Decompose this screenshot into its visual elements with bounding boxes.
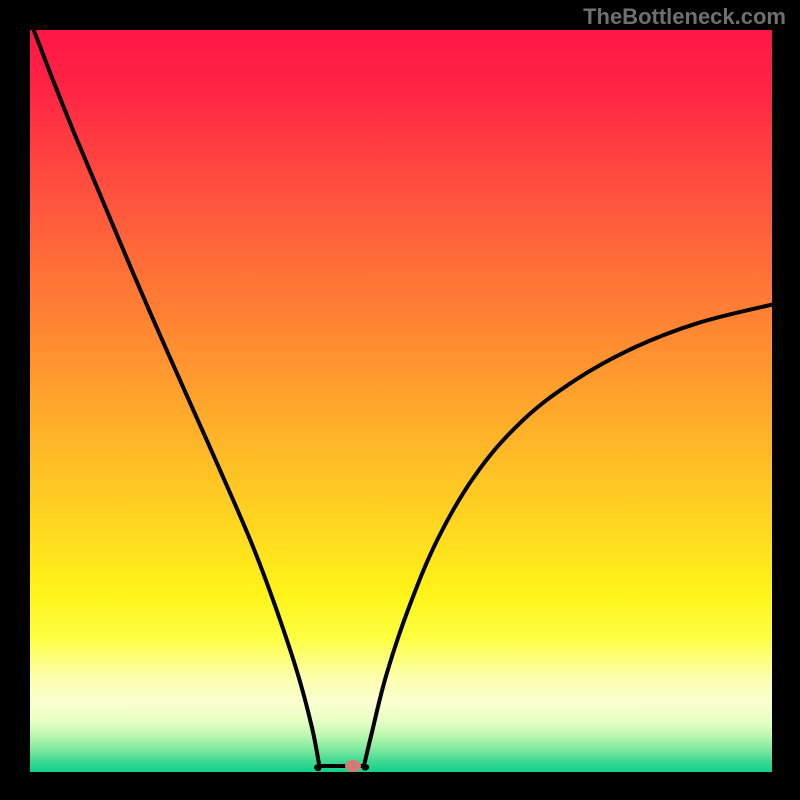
- watermark-text: TheBottleneck.com: [583, 4, 786, 30]
- bottleneck-curve: [30, 30, 772, 772]
- chart-container: TheBottleneck.com: [0, 0, 800, 800]
- plot-area: [30, 30, 772, 772]
- optimal-point-marker: [345, 760, 361, 772]
